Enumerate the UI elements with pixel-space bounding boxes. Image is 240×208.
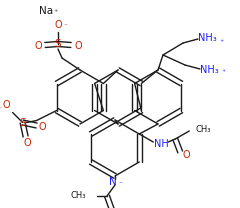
Text: CH₃: CH₃ xyxy=(196,125,211,134)
Text: CH₃: CH₃ xyxy=(71,192,86,201)
Text: NH₃: NH₃ xyxy=(200,65,218,75)
Text: NH₃: NH₃ xyxy=(198,33,216,43)
Text: N: N xyxy=(109,177,117,187)
Text: O: O xyxy=(3,100,10,110)
Text: ⁻: ⁻ xyxy=(118,180,122,188)
Text: O: O xyxy=(34,41,42,51)
Text: Na: Na xyxy=(39,6,53,16)
Text: NH: NH xyxy=(154,139,169,149)
Text: S: S xyxy=(19,118,26,128)
Text: S: S xyxy=(55,39,61,49)
Text: ⁻: ⁻ xyxy=(0,104,2,113)
Text: O: O xyxy=(54,20,62,30)
Text: O: O xyxy=(39,123,46,132)
Text: ⁻: ⁻ xyxy=(63,21,67,31)
Text: O: O xyxy=(74,41,82,51)
Text: O: O xyxy=(24,137,31,147)
Text: ⁺: ⁺ xyxy=(221,68,225,78)
Text: O: O xyxy=(182,150,190,160)
Text: ⁺: ⁺ xyxy=(54,9,58,17)
Text: ⁺: ⁺ xyxy=(219,37,223,47)
